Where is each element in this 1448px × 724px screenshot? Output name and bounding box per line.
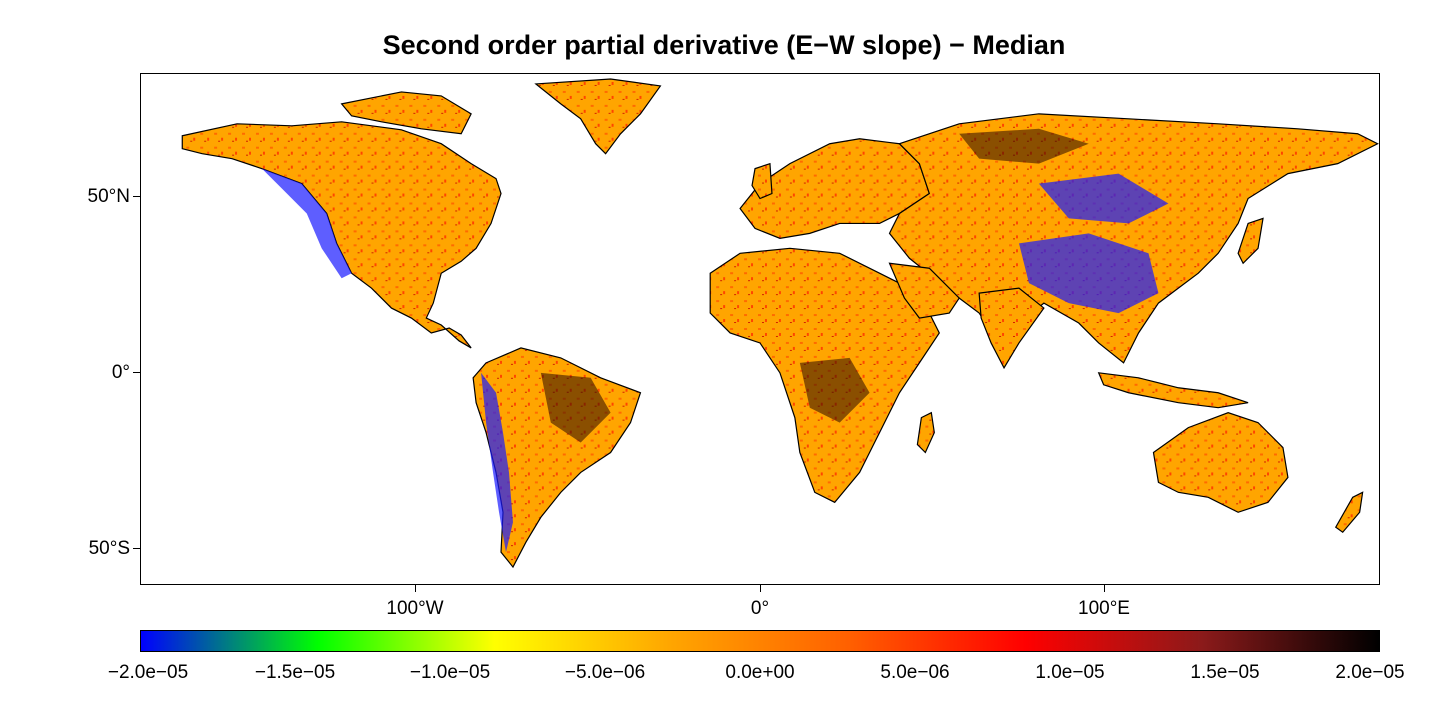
x-tick-label-100e: 100°E — [1078, 598, 1130, 619]
colorbar-tick-label: −1.5e−05 — [254, 662, 336, 683]
colorbar-tick-label: 2.0e−05 — [1335, 662, 1405, 683]
x-tick-mark-100w — [415, 585, 416, 592]
negative-value-regions — [261, 168, 1169, 553]
x-tick-mark-100e — [1104, 585, 1105, 592]
x-tick-label-100w: 100°W — [386, 598, 444, 619]
japan — [1237, 217, 1264, 265]
land-masses — [181, 78, 1379, 569]
amazon-region — [540, 372, 611, 443]
central-asia-region — [1038, 173, 1169, 224]
colorbar-tick-label: −2.0e−05 — [107, 662, 189, 683]
indonesia — [1097, 372, 1249, 409]
map-panel — [140, 73, 1380, 585]
y-tick-label-0: 0° — [111, 362, 130, 383]
madagascar — [916, 411, 935, 454]
andes-region — [481, 372, 513, 553]
rockies-region — [261, 168, 352, 279]
colorbar-tick-label: −5.0e−06 — [564, 662, 646, 683]
world-map — [181, 78, 1379, 569]
new-zealand — [1334, 491, 1364, 534]
y-tick-mark-0 — [133, 372, 140, 373]
arabia — [888, 262, 960, 319]
asia — [888, 113, 1379, 364]
siberia-region — [959, 128, 1089, 164]
british-isles — [751, 162, 773, 200]
north-america — [181, 121, 502, 349]
y-tick-mark-50n — [133, 196, 140, 197]
x-tick-mark-0 — [760, 585, 761, 592]
colorbar-tick-label: 1.0e−05 — [1035, 662, 1105, 683]
congo-region — [799, 357, 870, 423]
arctic-islands — [340, 91, 472, 135]
india — [978, 287, 1045, 370]
positive-value-regions — [540, 128, 1089, 443]
y-tick-mark-50s — [133, 548, 140, 549]
y-tick-label-50s: 50°S — [88, 538, 130, 559]
colorbar — [140, 630, 1380, 652]
australia — [1152, 412, 1289, 513]
colorbar-tick-label: 5.0e−06 — [880, 662, 950, 683]
greenland — [534, 78, 662, 155]
colorbar-tick-label: 1.5e−05 — [1190, 662, 1260, 683]
colorbar-tick-label: 0.0e+00 — [725, 662, 795, 683]
colorbar-tick-label: −1.0e−05 — [409, 662, 491, 683]
chart-title: Second order partial derivative (E−W slo… — [382, 30, 1066, 60]
x-tick-label-0: 0° — [750, 598, 770, 619]
y-tick-label-50n: 50°N — [87, 186, 130, 207]
tibet-region — [1018, 233, 1159, 314]
